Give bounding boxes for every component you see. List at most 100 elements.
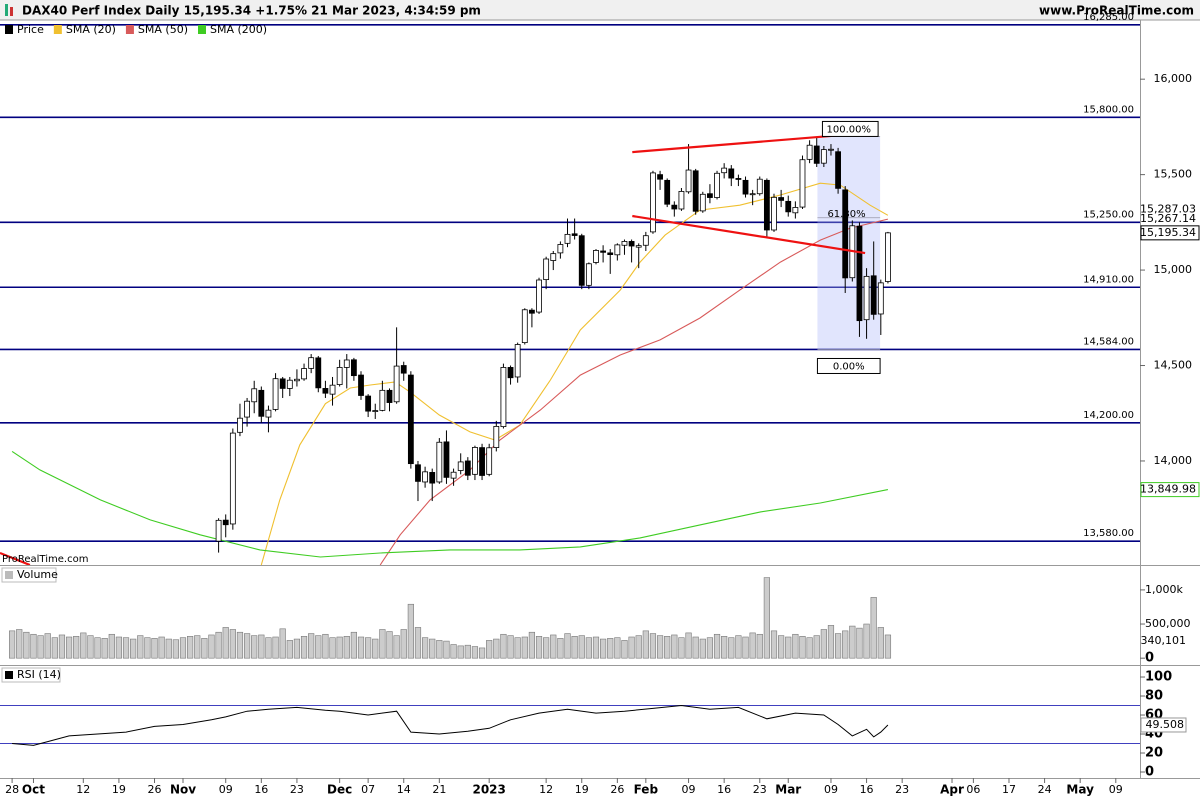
level-label: 14,200.00 — [1083, 410, 1134, 421]
volume-bar — [229, 629, 236, 659]
y-tick-label: 0 — [1145, 651, 1154, 666]
x-tick-label: 21 — [432, 783, 446, 796]
candle-body — [607, 252, 614, 256]
x-tick-label: 24 — [1038, 783, 1052, 796]
candle-body — [749, 193, 756, 196]
volume-bar — [379, 629, 386, 659]
candle-body — [870, 275, 877, 315]
candle-body — [436, 441, 443, 483]
candle-body — [692, 170, 699, 212]
header-title: DAX40 Perf Index Daily 15,195.34 +1.75% … — [22, 4, 481, 18]
fib-zone — [817, 136, 881, 350]
volume-bar — [293, 638, 301, 659]
candle-body — [493, 426, 500, 449]
volume-bar — [600, 638, 607, 659]
x-tick-label: 17 — [1002, 783, 1016, 796]
candle-body — [671, 204, 678, 210]
y-tick-label: 16,000 — [1154, 72, 1193, 85]
header-site[interactable]: www.ProRealTime.com — [1039, 4, 1194, 18]
candle-body — [521, 309, 528, 344]
volume-bar — [87, 635, 94, 659]
last-value-label: 15,267.14 — [1140, 212, 1196, 225]
x-tick-label: 16 — [717, 783, 731, 796]
main-panel — [0, 23, 1140, 565]
volume-bar — [770, 630, 778, 659]
x-tick-label: Apr — [940, 783, 964, 797]
candle-body — [237, 417, 243, 433]
y-tick-label: 1,000k — [1145, 583, 1183, 596]
y-tick-label: 500,000 — [1145, 617, 1191, 630]
volume-bar — [478, 647, 486, 659]
volume-bar — [272, 636, 279, 659]
volume-bar — [94, 637, 101, 659]
volume-bar — [671, 634, 678, 659]
x-tick-label: 09 — [682, 783, 696, 796]
volume-bar — [137, 635, 144, 659]
candle-body — [464, 460, 471, 476]
y-tick-label: 20 — [1145, 746, 1163, 761]
volume-bar — [528, 631, 536, 659]
candle-body — [400, 365, 407, 374]
volume-bar — [44, 633, 51, 659]
legend-swatch — [5, 571, 13, 579]
candle-body — [799, 159, 806, 208]
volume-bar — [656, 635, 664, 659]
volume-bar — [215, 631, 222, 659]
legend-box — [1, 567, 57, 583]
volume-bar — [130, 638, 137, 659]
candle-body — [856, 225, 863, 322]
volume-bar — [286, 640, 293, 659]
candle-body — [294, 378, 300, 382]
candle-body — [806, 144, 813, 160]
volume-bar — [172, 639, 179, 659]
volume-bar — [877, 627, 884, 659]
candle-body — [350, 359, 357, 377]
overlay: 14,000 14,500 15,000 15,500 16,000 16,285.00 1… — [1, 12, 1200, 797]
candle-body — [393, 365, 400, 403]
candle-body — [628, 241, 635, 247]
candle-body — [422, 471, 428, 483]
x-tick-label: 06 — [966, 783, 980, 796]
candle-body — [635, 245, 642, 248]
volume-bar — [16, 629, 23, 659]
level-label: 15,800.00 — [1083, 104, 1134, 115]
volume-bar — [607, 638, 614, 659]
candle-body — [315, 357, 322, 389]
fib-label: 100.00% — [827, 124, 872, 135]
candle-body — [365, 395, 372, 412]
candle-body — [279, 378, 286, 389]
volume-bar — [9, 630, 16, 659]
candle-body — [714, 172, 720, 198]
candle-body — [685, 169, 692, 193]
candle-body — [450, 471, 457, 479]
volume-bar — [535, 636, 543, 659]
candle-body — [251, 388, 258, 403]
y-tick-label: 80 — [1145, 689, 1163, 704]
volume-bar — [357, 636, 365, 659]
volume-bar — [421, 637, 429, 659]
fib-label-box — [816, 357, 881, 374]
volume-panel — [9, 577, 892, 659]
candle-body — [664, 179, 671, 205]
volume-bar — [464, 644, 471, 659]
volume-bar — [151, 638, 158, 659]
volume-bar — [23, 631, 30, 659]
candle-body — [785, 200, 792, 213]
candle-body — [457, 461, 464, 471]
volume-bar — [393, 635, 400, 659]
candle-body — [222, 519, 229, 526]
last-value-label: 15,287.03 — [1140, 202, 1196, 215]
volume-bar — [336, 636, 343, 659]
volume-bar — [365, 637, 372, 659]
candle-body — [756, 178, 763, 195]
x-tick-label: 09 — [219, 783, 233, 796]
x-tick-label: 16 — [254, 783, 268, 796]
x-tick-label: 12 — [76, 783, 90, 796]
volume-bar — [450, 644, 457, 659]
candle-body — [244, 400, 250, 418]
candle-body — [614, 244, 621, 256]
rsi-line — [12, 704, 889, 746]
level-label: 15,250.00 — [1083, 209, 1134, 220]
volume-bar — [80, 632, 87, 659]
legend-box — [1, 667, 61, 683]
